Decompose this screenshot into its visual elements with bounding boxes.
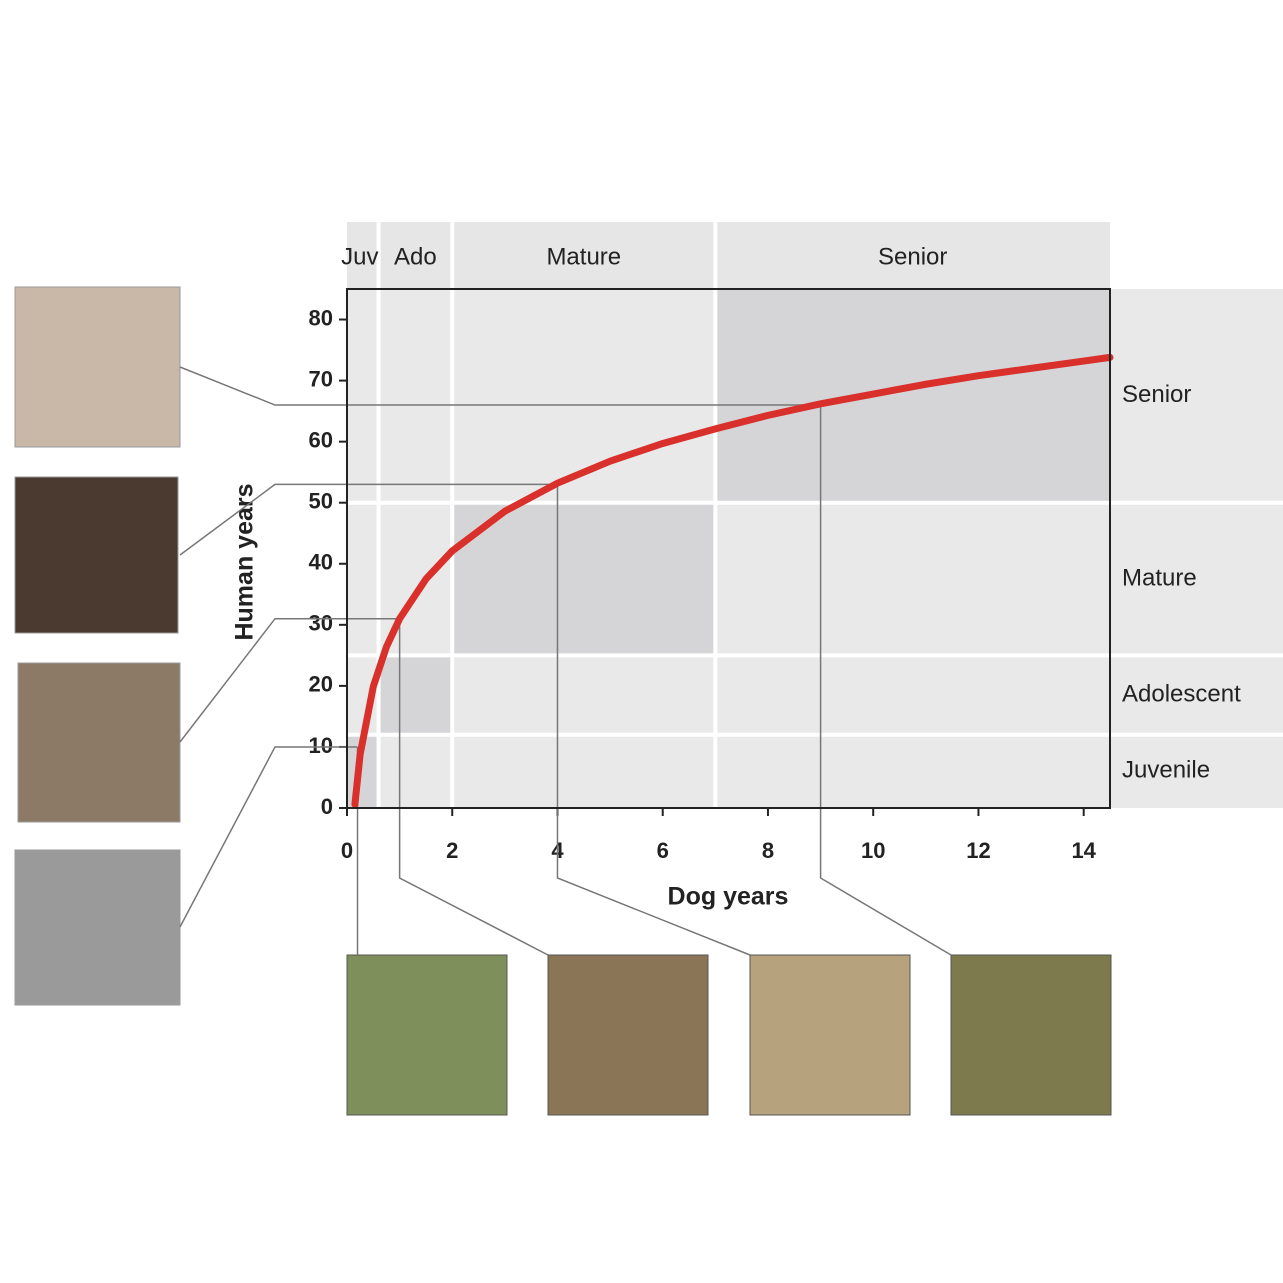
human-photo (17, 662, 181, 823)
dog-photo (950, 954, 1112, 1116)
y-tick-label: 30 (309, 611, 333, 636)
header-strip (347, 222, 1110, 289)
y-axis-title: Human years (231, 483, 259, 640)
human-stage-label: Juvenile (1122, 757, 1210, 784)
y-tick-label: 50 (309, 489, 333, 514)
guide-line (179, 483, 558, 556)
y-tick-label: 60 (309, 427, 333, 452)
dog-photo (749, 954, 911, 1116)
x-tick-label: 6 (657, 838, 669, 863)
background (347, 222, 1283, 808)
dog-stage-label: Mature (546, 243, 621, 270)
y-tick-label: 40 (309, 550, 333, 575)
x-tick-label: 14 (1071, 838, 1096, 863)
human-photo (14, 476, 179, 634)
x-tick-label: 2 (446, 838, 458, 863)
human-stage-label: Adolescent (1122, 680, 1241, 707)
human-stage-label: Mature (1122, 564, 1197, 591)
y-tick-label: 10 (309, 733, 333, 758)
human-photo (14, 286, 181, 448)
y-tick-label: 70 (309, 366, 333, 391)
human-stage-label: Senior (1122, 381, 1191, 408)
stage-highlight (378, 655, 453, 735)
plot-frame (346, 288, 1111, 809)
x-axis-title: Dog years (668, 883, 789, 911)
y-tick-label: 80 (309, 305, 333, 330)
guide-line (819, 405, 952, 956)
x-tick-label: 12 (966, 838, 990, 863)
dog-photo (346, 954, 508, 1116)
guide-line (398, 618, 549, 956)
stage-highlight (715, 289, 1110, 503)
dog-stage-label: Juv (341, 243, 378, 270)
y-tick-label: 0 (321, 794, 333, 819)
x-tick-label: 8 (762, 838, 774, 863)
x-tick-label: 0 (341, 838, 353, 863)
y-tick-label: 20 (309, 672, 333, 697)
guide-line (179, 617, 400, 743)
human-photo (14, 849, 181, 1006)
dog-photo (547, 954, 709, 1116)
line-series (351, 353, 1114, 808)
stage-highlight (452, 502, 716, 656)
dog-stage-label: Ado (394, 243, 437, 270)
guide-line (556, 484, 751, 956)
guide-line (179, 366, 821, 406)
side-strip (1110, 289, 1283, 808)
dog-stage-label: Senior (878, 243, 947, 270)
photos (14, 286, 1112, 1116)
guide-line (179, 746, 358, 928)
x-tick-label: 10 (861, 838, 885, 863)
